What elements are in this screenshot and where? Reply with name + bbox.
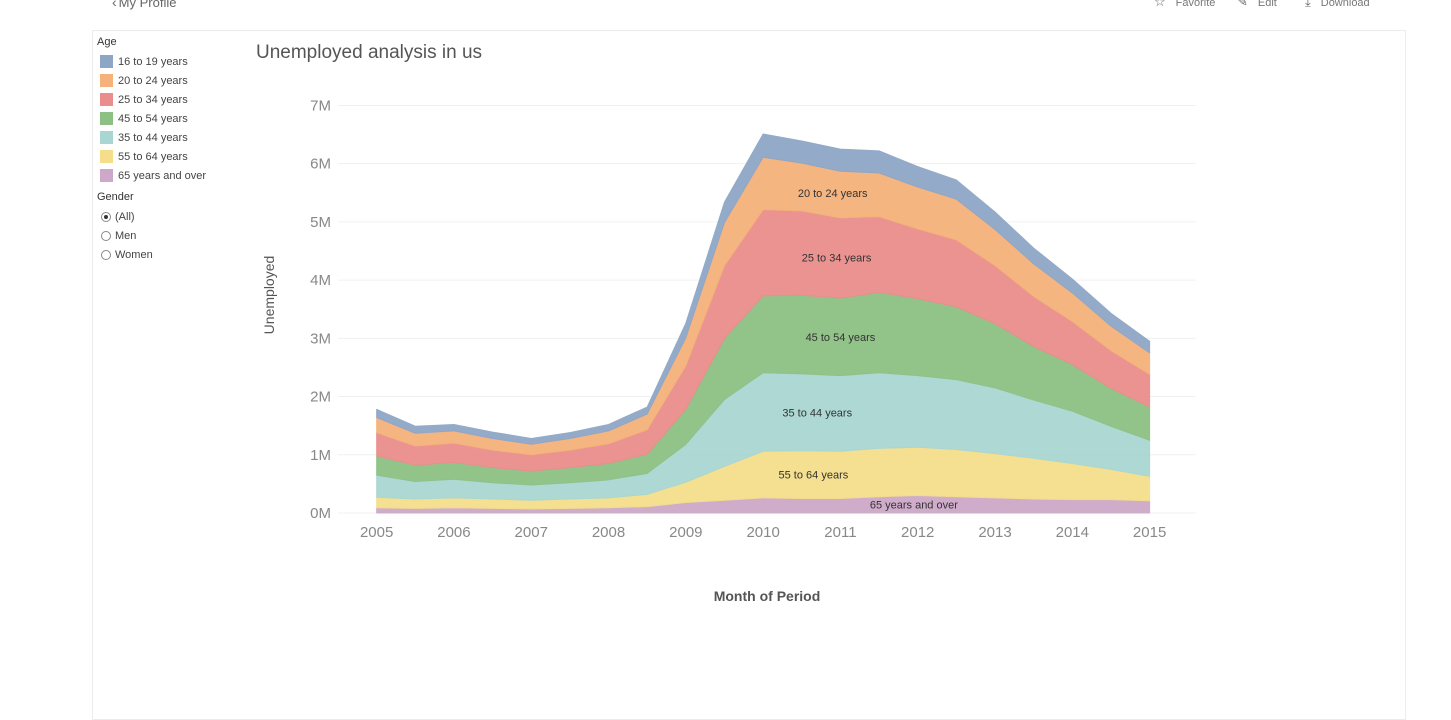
x-tick-label: 2009	[669, 524, 702, 541]
back-label: My Profile	[118, 0, 177, 10]
area-annotation: 35 to 44 years	[782, 408, 852, 420]
legend-label: 55 to 64 years	[118, 150, 188, 163]
legend-label: 35 to 44 years	[118, 131, 188, 144]
gender-radio-group: (All) Men Women	[97, 207, 247, 264]
radio-button-icon[interactable]	[101, 211, 111, 222]
area-annotation: 55 to 64 years	[779, 470, 849, 482]
age-legend-item[interactable]: 20 to 24 years	[97, 71, 247, 90]
chevron-left-icon: ‹	[112, 0, 117, 10]
radio-button-icon[interactable]	[101, 230, 111, 241]
x-tick-label: 2015	[1133, 524, 1166, 541]
edit-button[interactable]: ✎ Edit	[1237, 0, 1277, 10]
y-tick-label: 6M	[310, 156, 331, 173]
filter-panel: Age 16 to 19 years 20 to 24 years 25 to 34…	[97, 36, 247, 264]
x-tick-label: 2006	[437, 524, 470, 541]
x-tick-label: 2012	[901, 524, 934, 541]
star-icon: ☆	[1154, 0, 1166, 9]
x-tick-label: 2010	[746, 524, 779, 541]
radio-button-icon[interactable]	[101, 249, 111, 260]
chart-title: Unemployed analysis in us	[256, 42, 483, 63]
y-tick-label: 4M	[310, 272, 331, 289]
age-legend: 16 to 19 years 20 to 24 years 25 to 34 yea…	[97, 52, 247, 185]
age-legend-title: Age	[97, 36, 117, 48]
x-tick-label: 2013	[978, 524, 1011, 541]
y-tick-label: 0M	[310, 505, 331, 522]
area-annotation: 25 to 34 years	[802, 253, 872, 265]
y-tick-label: 5M	[310, 214, 331, 231]
legend-swatch	[100, 131, 113, 144]
edit-label: Edit	[1257, 0, 1277, 9]
gender-filter: Gender (All) Men Women	[97, 191, 247, 264]
gender-option-label: Men	[115, 229, 137, 242]
download-button[interactable]: ⤓ Download	[1305, 0, 1370, 10]
legend-label: 45 to 54 years	[118, 112, 188, 125]
legend-swatch	[100, 150, 113, 163]
legend-swatch	[100, 74, 113, 87]
area-series-16-to-19-years	[376, 133, 1151, 445]
legend-label: 25 to 34 years	[118, 93, 188, 106]
y-axis-label: Unemployed	[261, 256, 277, 335]
download-label: Download	[1320, 0, 1370, 9]
x-tick-label: 2014	[1056, 524, 1089, 541]
age-legend-item[interactable]: 25 to 34 years	[97, 90, 247, 109]
area-annotation: 20 to 24 years	[798, 188, 868, 200]
legend-swatch	[100, 112, 113, 125]
y-tick-label: 3M	[310, 330, 331, 347]
pencil-icon: ✎	[1237, 0, 1248, 9]
legend-label: 65 years and over	[118, 169, 207, 182]
gender-option-label: Women	[115, 248, 153, 261]
gender-option[interactable]: Men	[97, 226, 247, 245]
legend-swatch	[100, 93, 113, 106]
x-tick-label: 2011	[824, 524, 856, 541]
y-tick-label: 1M	[310, 447, 331, 464]
area-annotation: 45 to 54 years	[806, 332, 876, 344]
x-tick-label: 2008	[592, 524, 625, 541]
favorite-button[interactable]: ☆ Favorite	[1154, 0, 1215, 10]
gender-option[interactable]: Women	[97, 245, 247, 264]
age-legend-item[interactable]: 35 to 44 years	[97, 128, 247, 147]
y-tick-label: 7M	[310, 97, 331, 114]
legend-swatch	[100, 169, 113, 182]
area-annotation: 65 years and over	[870, 499, 958, 511]
legend-label: 20 to 24 years	[118, 74, 188, 87]
top-toolbar: ‹ My Profile ☆ Favorite ✎ Edit ⤓ Download	[0, 0, 1451, 14]
favorite-label: Favorite	[1175, 0, 1216, 9]
back-to-profile-link[interactable]: ‹ My Profile	[112, 0, 176, 10]
x-tick-label: 2005	[360, 524, 393, 541]
age-legend-item[interactable]: 55 to 64 years	[97, 147, 247, 166]
age-legend-item[interactable]: 45 to 54 years	[97, 109, 247, 128]
x-axis-label: Month of Period	[714, 588, 821, 604]
legend-label: 16 to 19 years	[118, 55, 188, 68]
legend-swatch	[100, 55, 113, 68]
age-legend-item[interactable]: 16 to 19 years	[97, 52, 247, 71]
x-tick-label: 2007	[515, 524, 548, 541]
gender-filter-title: Gender	[97, 191, 134, 203]
y-tick-label: 2M	[310, 389, 331, 406]
download-icon: ⤓	[1305, 0, 1311, 9]
age-legend-item[interactable]: 65 years and over	[97, 166, 247, 185]
gender-option[interactable]: (All)	[97, 207, 247, 226]
gender-option-label: (All)	[115, 210, 135, 223]
